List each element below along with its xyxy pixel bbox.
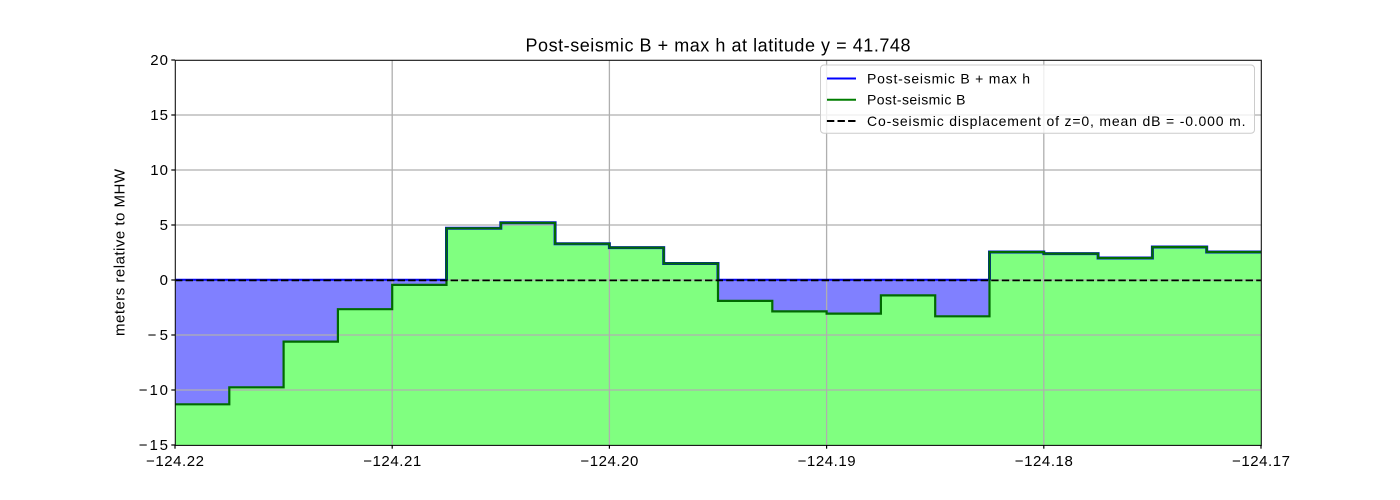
- svg-text:10: 10: [150, 162, 168, 179]
- svg-text:−124.19: −124.19: [798, 453, 856, 470]
- svg-text:−124.18: −124.18: [1015, 453, 1073, 470]
- svg-text:meters relative to MHW: meters relative to MHW: [112, 168, 129, 336]
- svg-text:5: 5: [160, 217, 168, 234]
- svg-text:20: 20: [150, 52, 168, 69]
- svg-text:Post-seismic B + max h at lati: Post-seismic B + max h at latitude y = 4…: [526, 36, 911, 56]
- svg-text:−124.22: −124.22: [146, 453, 204, 470]
- svg-text:−124.17: −124.17: [1232, 453, 1290, 470]
- svg-text:−124.21: −124.21: [363, 453, 421, 470]
- svg-text:0: 0: [160, 272, 168, 289]
- svg-text:−15: −15: [139, 437, 168, 454]
- svg-text:−124.20: −124.20: [580, 453, 638, 470]
- svg-text:Post-seismic B: Post-seismic B: [867, 92, 966, 108]
- svg-text:−10: −10: [139, 382, 168, 399]
- svg-text:Co-seismic displacement of z=0: Co-seismic displacement of z=0, mean dB …: [867, 113, 1246, 129]
- svg-text:Post-seismic B + max h: Post-seismic B + max h: [867, 71, 1030, 87]
- svg-text:15: 15: [150, 107, 168, 124]
